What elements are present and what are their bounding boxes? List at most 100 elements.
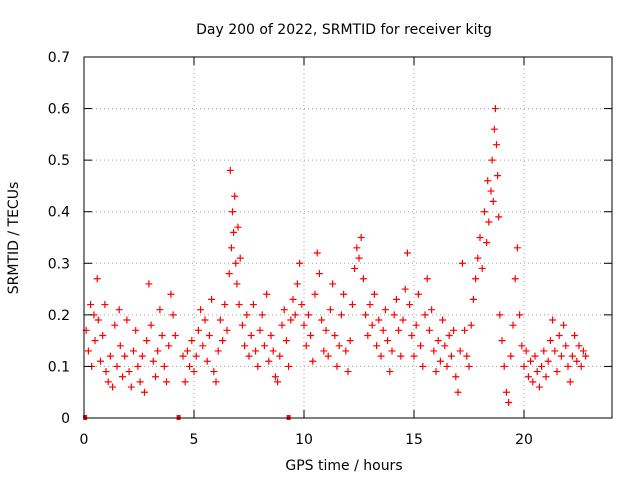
data-point xyxy=(490,125,498,133)
data-point xyxy=(544,357,552,365)
data-point xyxy=(265,357,273,365)
data-point xyxy=(386,368,394,376)
data-point xyxy=(487,187,495,195)
data-point xyxy=(169,311,177,319)
data-point xyxy=(91,337,99,345)
data-point xyxy=(267,331,275,339)
data-point xyxy=(210,368,218,376)
data-point xyxy=(227,244,235,252)
data-point xyxy=(188,337,196,345)
data-point xyxy=(113,362,121,370)
data-point xyxy=(152,373,159,381)
data-point xyxy=(233,280,241,288)
data-point xyxy=(212,378,220,386)
data-point xyxy=(425,326,433,334)
data-point xyxy=(436,357,444,365)
data-point xyxy=(458,259,466,267)
data-point xyxy=(134,362,142,370)
data-point xyxy=(463,352,471,360)
data-point xyxy=(158,331,166,339)
data-point xyxy=(366,301,374,309)
data-point xyxy=(529,378,537,386)
data-point xyxy=(494,172,502,180)
data-point xyxy=(533,368,541,376)
plot-frame xyxy=(83,56,613,419)
data-point xyxy=(104,378,112,386)
data-point xyxy=(390,311,398,319)
data-point xyxy=(311,290,319,298)
data-point xyxy=(368,321,376,329)
data-point xyxy=(280,306,288,314)
data-point xyxy=(322,326,330,334)
data-point xyxy=(136,378,144,386)
data-point xyxy=(535,383,543,391)
data-point xyxy=(364,331,372,339)
data-point xyxy=(256,326,264,334)
data-point xyxy=(538,362,546,370)
data-point xyxy=(302,342,310,350)
data-point xyxy=(269,347,277,355)
data-point xyxy=(461,326,469,334)
data-point xyxy=(221,301,229,309)
data-point xyxy=(399,316,407,324)
y-tick-label: 0.6 xyxy=(48,102,70,118)
data-point xyxy=(285,362,293,370)
data-point xyxy=(254,362,262,370)
data-point xyxy=(484,177,492,185)
data-point xyxy=(300,321,308,329)
data-point xyxy=(130,347,137,355)
data-point xyxy=(410,352,418,360)
data-point xyxy=(430,347,438,355)
data-point xyxy=(94,316,102,324)
data-point xyxy=(115,306,123,314)
data-point xyxy=(362,311,370,319)
data-point xyxy=(579,347,587,355)
data-point xyxy=(274,378,282,386)
data-points xyxy=(82,105,590,407)
data-point xyxy=(493,141,500,149)
data-point xyxy=(489,197,497,205)
data-point xyxy=(516,311,524,319)
data-point xyxy=(156,306,164,314)
y-tick-label: 0.3 xyxy=(48,256,70,272)
data-point xyxy=(181,378,189,386)
data-point xyxy=(498,337,506,345)
data-point xyxy=(428,306,436,314)
data-point xyxy=(531,352,539,360)
data-point xyxy=(381,306,389,314)
data-point xyxy=(337,311,345,319)
data-point xyxy=(478,264,486,272)
data-point xyxy=(540,347,548,355)
data-point xyxy=(230,228,238,236)
data-point xyxy=(111,321,119,329)
data-point xyxy=(340,290,348,298)
data-point xyxy=(236,254,244,262)
data-point xyxy=(441,342,449,350)
data-point xyxy=(324,352,332,360)
data-point xyxy=(412,321,420,329)
data-point xyxy=(192,352,200,360)
data-point xyxy=(125,368,133,376)
axis-ticks: 0 0.1 0.2 0.3 0.4 0.5 0.6 0.7 0 5 10 15 20 xyxy=(48,50,612,448)
grid-lines xyxy=(84,57,612,418)
x-tick-label: 0 xyxy=(80,432,89,448)
data-point xyxy=(119,373,126,381)
data-point xyxy=(454,388,462,396)
data-point xyxy=(496,311,504,319)
data-point xyxy=(397,352,405,360)
data-point xyxy=(313,249,321,257)
data-point xyxy=(84,347,92,355)
data-point xyxy=(465,362,473,370)
data-point xyxy=(392,295,400,303)
data-point xyxy=(163,378,170,386)
data-point xyxy=(141,388,148,396)
data-point xyxy=(419,362,427,370)
data-point xyxy=(167,290,175,298)
data-point xyxy=(555,331,563,339)
data-point xyxy=(291,311,299,319)
data-point xyxy=(406,301,414,309)
data-point xyxy=(97,357,104,365)
data-point xyxy=(106,352,114,360)
data-point xyxy=(395,326,403,334)
